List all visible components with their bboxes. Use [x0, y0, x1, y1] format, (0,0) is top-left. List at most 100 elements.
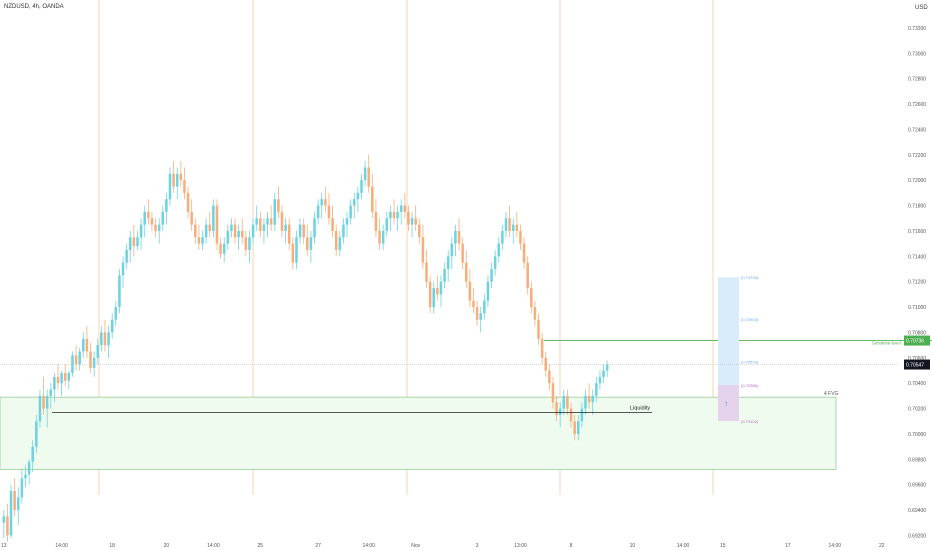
candle-body: [78, 351, 81, 365]
candle-body: [49, 389, 53, 396]
candle-body: [215, 205, 219, 244]
liquidity-label: Liquidity: [630, 406, 650, 412]
candle-body: [16, 497, 20, 511]
y-tick-label: 0.72600: [908, 102, 926, 108]
x-tick-label: Nov: [411, 543, 420, 549]
candle-body: [190, 211, 193, 225]
candle-body: [63, 373, 67, 381]
sensitive-level-price: 0.70736: [906, 339, 924, 345]
candle-body: [327, 205, 331, 219]
candle-body: [6, 516, 9, 536]
candle-body: [240, 230, 244, 238]
y-tick-label: 0.72200: [908, 153, 926, 159]
candle-body: [443, 269, 446, 282]
candle-body: [363, 167, 367, 181]
x-tick-label: 25: [258, 543, 264, 549]
candle-body: [2, 516, 6, 523]
candle-body: [161, 211, 165, 225]
y-tick-label: 0.70600: [908, 356, 926, 362]
candle-body: [27, 461, 31, 475]
candle-body: [338, 237, 342, 250]
candle-body: [132, 237, 136, 247]
candle-body: [580, 408, 584, 422]
candle-body: [103, 332, 107, 346]
candle-body: [287, 224, 291, 244]
candle-body: [71, 355, 74, 374]
x-tick-label: 13: [1, 543, 7, 549]
candle-body: [576, 421, 580, 434]
candle-body: [277, 199, 280, 212]
candle-body: [352, 199, 356, 206]
candle-body: [45, 395, 49, 409]
candle-body: [526, 262, 529, 289]
candle-body: [530, 288, 533, 308]
fvg-zone: [0, 396, 837, 470]
candle-body: [31, 446, 34, 462]
candle-body: [540, 338, 544, 358]
candle-body: [183, 180, 186, 193]
candle-body: [92, 357, 96, 368]
candle-body: [468, 281, 472, 301]
candle-body: [587, 395, 591, 403]
y-tick-label: 0.71200: [908, 280, 926, 286]
candle-body: [273, 199, 277, 225]
background-layer: [0, 0, 837, 495]
candle-body: [139, 224, 143, 238]
candle-body: [302, 224, 305, 238]
candle-body: [439, 281, 443, 295]
candle-body: [154, 224, 157, 231]
up-arrow-icon: ↑: [724, 399, 728, 408]
candle-body: [522, 243, 526, 263]
candle-body: [237, 230, 240, 238]
candle-body: [461, 243, 464, 263]
candles-layer: [2, 154, 609, 542]
candle-body: [385, 218, 389, 231]
candle-body: [316, 205, 320, 219]
x-tick-label: 14:00: [677, 543, 690, 549]
candle-body: [428, 281, 432, 308]
candle-body: [342, 224, 345, 238]
candle-body: [598, 376, 602, 384]
candle-body: [356, 192, 360, 200]
candle-body: [515, 224, 519, 231]
candle-body: [407, 211, 410, 225]
candle-body: [20, 478, 24, 498]
candle-body: [96, 345, 100, 358]
candle-body: [118, 275, 121, 308]
candle-body: [403, 205, 407, 212]
candle-body: [208, 224, 212, 231]
y-tick-label: 0.71800: [908, 204, 926, 210]
candle-body: [479, 313, 482, 320]
trade-level-label: (0.70570): [741, 360, 759, 365]
y-tick-label: 0.71600: [908, 229, 926, 235]
stop-zone: [718, 384, 739, 422]
candle-body: [186, 192, 190, 212]
candle-body: [421, 237, 425, 263]
candle-body: [157, 224, 161, 231]
y-tick-label: 0.73200: [908, 26, 926, 32]
candle-body: [566, 395, 569, 409]
candle-body: [595, 383, 598, 396]
trade-level-label: (0.70904): [741, 317, 759, 322]
candle-body: [573, 421, 576, 434]
y-tick-label: 0.70400: [908, 381, 926, 387]
candle-body: [324, 199, 327, 206]
y-tick-label: 0.72000: [908, 178, 926, 184]
candle-body: [24, 474, 27, 479]
candle-body: [374, 211, 378, 231]
x-tick-label: 17: [785, 543, 791, 549]
candle-body: [269, 218, 273, 225]
candle-body: [475, 307, 479, 320]
trade-level-label: (0.70386): [741, 383, 759, 388]
candle-body: [251, 224, 255, 238]
candle-body: [168, 173, 172, 200]
candle-body: [13, 491, 16, 511]
candle-body: [331, 218, 334, 231]
candle-body: [266, 218, 269, 225]
candle-body: [38, 395, 42, 422]
candle-body: [74, 355, 78, 365]
candle-body: [201, 237, 204, 244]
candle-body: [483, 300, 486, 314]
x-tick-label: 3: [476, 543, 479, 549]
